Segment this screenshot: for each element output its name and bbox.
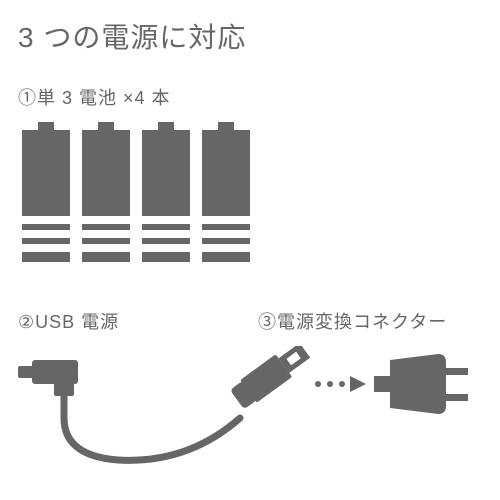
- usb-cable-icon: [18, 346, 488, 496]
- battery-icon: [202, 122, 250, 262]
- battery-icon: [22, 122, 70, 262]
- section1-label: ①単 3 電池 ×4 本: [18, 84, 482, 110]
- section3-label: ③電源変換コネクター: [258, 308, 482, 334]
- page-title: 3 つの電源に対応: [18, 16, 482, 56]
- battery-icon: [82, 122, 130, 262]
- adapter-icon: [374, 354, 468, 414]
- battery-row: [18, 122, 482, 262]
- section2-label: ②USB 電源: [18, 308, 258, 334]
- arrow-icon: [315, 376, 366, 392]
- battery-icon: [142, 122, 190, 262]
